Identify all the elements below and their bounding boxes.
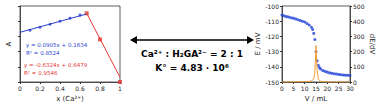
svg-text:0: 0 [280, 85, 284, 92]
svg-text:-150: -150 [265, 79, 279, 86]
svg-text:dE/dV: dE/dV [368, 34, 376, 55]
svg-text:A: A [5, 41, 13, 46]
svg-text:-100: -100 [265, 3, 279, 10]
svg-text:V / mL: V / mL [305, 95, 327, 103]
svg-text:y = 0.0905x + 0.1634: y = 0.0905x + 0.1634 [26, 42, 88, 49]
svg-text:0.6: 0.6 [75, 85, 85, 92]
svg-text:500: 500 [353, 3, 365, 10]
svg-text:0: 0 [353, 78, 357, 86]
svg-text:R² = 0.8524: R² = 0.8524 [26, 50, 60, 56]
svg-text:-110: -110 [265, 18, 279, 25]
svg-text:15: 15 [312, 85, 320, 92]
svg-text:400: 400 [353, 18, 365, 25]
svg-text:100: 100 [353, 63, 365, 70]
svg-text:-140: -140 [265, 63, 279, 70]
svg-text:20: 20 [324, 85, 332, 92]
svg-text:K° = 4.83 · 10⁶: K° = 4.83 · 10⁶ [155, 63, 229, 73]
svg-text:0: 0 [18, 85, 22, 92]
svg-text:-130: -130 [265, 48, 279, 55]
svg-text:x (Ca²⁺): x (Ca²⁺) [56, 95, 84, 103]
svg-text:30: 30 [346, 85, 354, 92]
svg-text:Ca²⁺ : H₂GA²⁻ = 2 : 1: Ca²⁺ : H₂GA²⁻ = 2 : 1 [141, 49, 243, 59]
svg-text:10: 10 [301, 85, 309, 92]
svg-text:1: 1 [118, 85, 122, 92]
svg-text:200: 200 [353, 48, 365, 55]
svg-text:25: 25 [335, 85, 343, 92]
svg-text:y = -0.6324x + 0.6479: y = -0.6324x + 0.6479 [24, 62, 88, 69]
svg-text:-120: -120 [265, 33, 279, 40]
svg-text:0.8: 0.8 [95, 85, 105, 92]
svg-text:R² = 0.9546: R² = 0.9546 [24, 70, 58, 76]
svg-text:0.4: 0.4 [55, 85, 65, 92]
svg-text:E / mV: E / mV [254, 32, 262, 55]
svg-text:5: 5 [291, 85, 295, 92]
svg-text:300: 300 [353, 33, 365, 40]
svg-text:0.2: 0.2 [35, 85, 45, 92]
